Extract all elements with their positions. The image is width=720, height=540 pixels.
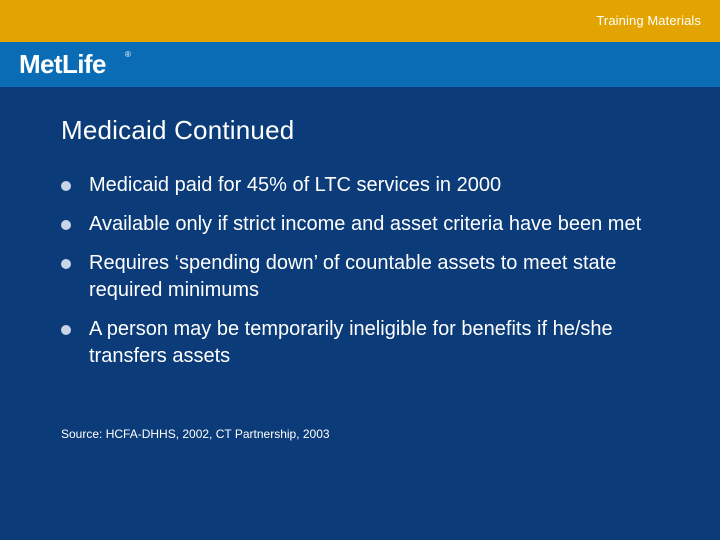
metlife-logo: MetLife: [19, 49, 106, 79]
bullet-dot-icon: [61, 259, 71, 269]
bullet-text: A person may be temporarily ineligible f…: [89, 318, 613, 367]
bullet-text: Medicaid paid for 45% of LTC services in…: [89, 174, 502, 196]
bullet-text: Requires ‘spending down’ of countable as…: [89, 252, 617, 301]
bullet-item: Available only if strict income and asse…: [61, 211, 681, 238]
logo-band: MetLife ®: [0, 42, 720, 87]
top-banner: Training Materials: [0, 0, 720, 42]
bullet-dot-icon: [61, 181, 71, 191]
bullet-list: Medicaid paid for 45% of LTC services in…: [61, 172, 681, 382]
slide-title: Medicaid Continued: [61, 115, 295, 145]
registered-mark: ®: [125, 50, 131, 59]
bullet-dot-icon: [61, 220, 71, 230]
bullet-item: A person may be temporarily ineligible f…: [61, 316, 681, 370]
slide-body: Medicaid Continued Medicaid paid for 45%…: [0, 87, 720, 540]
bullet-dot-icon: [61, 325, 71, 335]
training-materials-label: Training Materials: [596, 13, 701, 28]
source-citation: Source: HCFA-DHHS, 2002, CT Partnership,…: [61, 427, 330, 441]
bullet-item: Requires ‘spending down’ of countable as…: [61, 250, 681, 304]
bullet-text: Available only if strict income and asse…: [89, 213, 642, 235]
bullet-item: Medicaid paid for 45% of LTC services in…: [61, 172, 681, 199]
